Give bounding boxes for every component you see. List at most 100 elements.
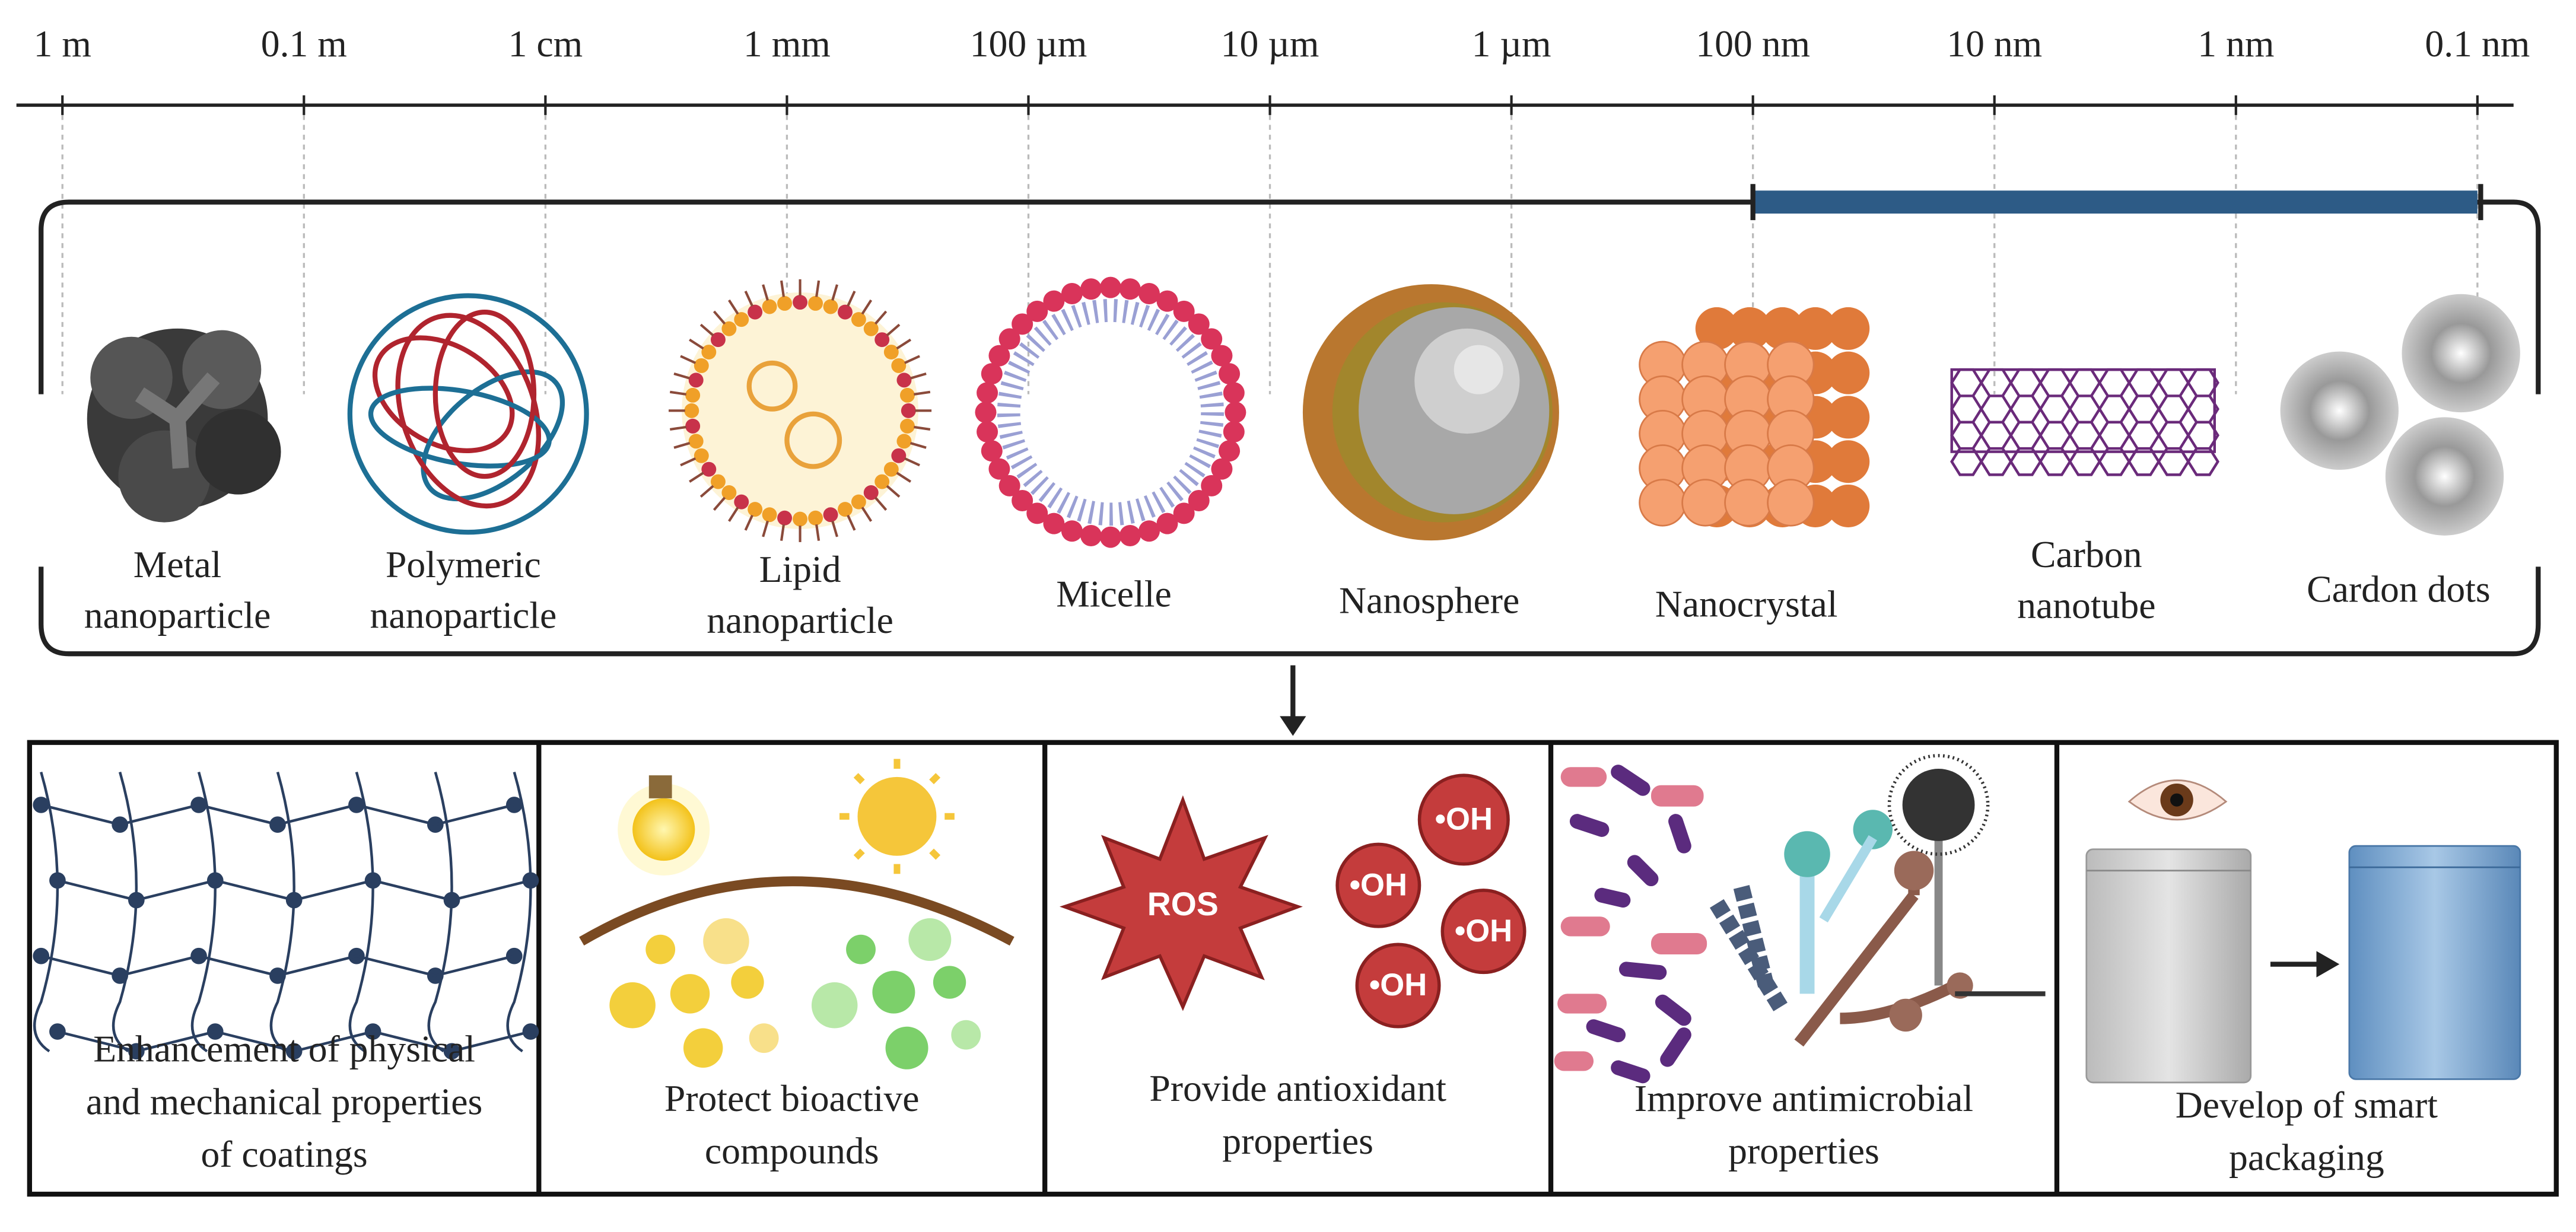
nanoparticle-label: Cardon dots [2307, 568, 2491, 610]
lipid-head [863, 485, 879, 500]
nanoparticle-label: nanoparticle [707, 599, 893, 641]
polymeric-nanoparticle-icon [347, 293, 589, 535]
lipid-head [891, 448, 907, 463]
lipid-tail [904, 457, 920, 467]
crystal-atom [1827, 440, 1870, 483]
application-label: Protect bioactive [664, 1077, 920, 1119]
crystal-atom [1639, 479, 1687, 527]
application-label: and mechanical properties [86, 1080, 482, 1122]
hydroxyl-label: •OH [1455, 913, 1512, 948]
micelle-icon [975, 276, 1246, 548]
application-label: properties [1222, 1120, 1373, 1162]
lipid-head [710, 332, 726, 348]
micelle-head [1223, 421, 1245, 443]
crystal-atom [1827, 396, 1870, 439]
network-strand [40, 803, 515, 826]
scale-label: 100 nm [1696, 23, 1810, 65]
lipid-head [891, 358, 907, 373]
lipid-tail [861, 299, 873, 315]
protect-icon [579, 759, 1015, 1069]
lipid-tail [909, 372, 927, 380]
lipid-head [823, 299, 838, 314]
nanoparticle-label: Carbon [2031, 533, 2142, 575]
lipid-head [793, 295, 808, 310]
nanoparticle-label: Lipid [759, 548, 841, 590]
application-label: Improve antimicrobial [1634, 1077, 1973, 1119]
micelle-head [981, 440, 1003, 462]
lipid-head [701, 461, 717, 477]
application-boxes [27, 740, 2559, 1197]
texts: 1 m 0.1 m 1 cm 1 mm 100 µm 10 µm 1 µm 100 nm 10 … [34, 23, 2530, 1178]
micelle-head [1012, 489, 1033, 511]
scale-label: 1 µm [1472, 23, 1551, 65]
lipid-tail [669, 390, 686, 396]
network-icon [33, 771, 539, 1060]
lipid-tail [886, 323, 901, 336]
lipid-tail [847, 290, 856, 307]
micelle-head [1201, 475, 1223, 496]
lipid-tail [896, 338, 912, 350]
micelle-head [1225, 402, 1246, 424]
smart-packaging-icon [2085, 779, 2521, 1084]
micelle-head [1223, 382, 1245, 404]
network-node [505, 797, 523, 813]
lipid-tail [680, 355, 697, 364]
network-node [33, 797, 50, 813]
micelle-head [1201, 328, 1223, 350]
scale-label: 1 nm [2197, 23, 2274, 65]
lipid-tail [861, 507, 873, 522]
lipid-head [851, 494, 866, 510]
lipid-tail [780, 280, 785, 297]
lipid-tail [909, 441, 927, 449]
antioxidant-icon: ROS •OH •OH •OH •OH [1059, 773, 1526, 1029]
micelle-head [998, 475, 1020, 496]
nanoparticle-label: Nanosphere [1339, 580, 1519, 622]
lipid-head [851, 312, 866, 327]
lipid-tail [699, 323, 714, 336]
lipid-tail [914, 425, 931, 431]
carbon-nanotube-icon [1950, 368, 2219, 476]
lipid-head [748, 502, 763, 517]
crystal-atom [1827, 484, 1870, 527]
lipid-head [900, 418, 915, 434]
lipid-tail [886, 485, 901, 498]
scale-guides [61, 105, 2479, 394]
micelle-head [1138, 282, 1160, 304]
micelle-head [988, 458, 1010, 480]
lipid-head [900, 387, 915, 403]
carbon-dots-icon [2280, 294, 2520, 536]
lipid-tail [896, 472, 912, 483]
micelle-head [1080, 524, 1102, 546]
crystal-atom [1827, 351, 1870, 394]
crystal-atom [1767, 479, 1815, 527]
hydroxyl-label: •OH [1369, 967, 1427, 1002]
lipid-tail [728, 299, 739, 315]
lipid-head [701, 345, 717, 360]
network-strand [190, 771, 217, 1053]
nanoparticle-label: Polymeric [386, 543, 541, 585]
crystal-atom [1724, 479, 1772, 527]
network-strand [269, 771, 295, 1053]
lipid-head [694, 358, 709, 373]
micelle-head [1156, 290, 1178, 312]
crystal-atom [1827, 307, 1870, 350]
lipid-head [823, 507, 838, 523]
nano-range-bar [1753, 190, 2478, 214]
scale-label: 0.1 nm [2425, 23, 2530, 65]
micelle-head [1219, 363, 1241, 385]
scale-label: 1 cm [508, 23, 583, 65]
antimicrobial-icon [1554, 754, 2046, 1084]
lipid-tail [713, 310, 726, 325]
lipid-tail [815, 524, 820, 541]
lipid-head [748, 304, 763, 320]
lipid-tail [728, 507, 739, 522]
scale-label: 10 µm [1221, 23, 1319, 65]
lipid-head [863, 321, 879, 336]
micelle-head [988, 345, 1010, 367]
lipid-tail [762, 520, 769, 537]
lipid-head [901, 403, 916, 418]
application-label: compounds [705, 1129, 879, 1171]
lipid-tail [689, 338, 704, 350]
lipid-head [688, 434, 704, 449]
micelle-head [1043, 512, 1065, 534]
